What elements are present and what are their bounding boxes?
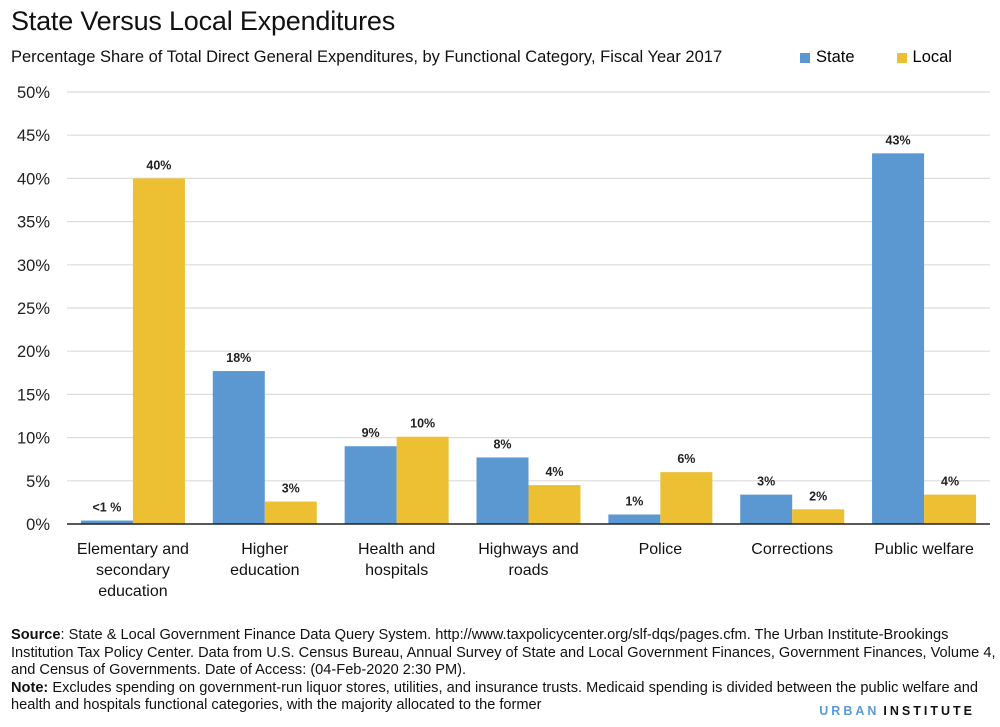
y-tick-label: 35%	[17, 214, 50, 232]
x-category-label: Health and	[358, 541, 435, 558]
bar-local	[660, 472, 713, 524]
data-label-state: 9%	[362, 426, 380, 440]
bar-local	[396, 436, 449, 524]
data-label-local: 40%	[146, 158, 171, 172]
note-label: Note:	[11, 679, 49, 696]
bar-chart: 0% 5% 10% 15% 20% 25% 30% 35% 40% 45% 50% <1 % 18% 9%…	[17, 84, 990, 600]
data-label-local: 6%	[677, 452, 695, 466]
x-category-label: education	[98, 583, 167, 600]
bar-local	[264, 501, 317, 524]
data-label-local: 10%	[410, 417, 435, 431]
bar-state	[344, 446, 397, 524]
legend-item-local: Local	[896, 48, 952, 67]
legend: State Local	[800, 48, 994, 67]
bar-state	[740, 494, 793, 524]
bar-state	[212, 371, 265, 524]
y-tick-label: 20%	[17, 343, 50, 361]
data-label-local: 2%	[809, 489, 827, 503]
notes: Source: State & Local Government Finance…	[11, 627, 996, 715]
data-label-state: 8%	[493, 437, 511, 451]
y-tick-label: 40%	[17, 170, 50, 188]
y-tick-label: 10%	[17, 430, 50, 448]
bar-local	[132, 178, 185, 524]
y-tick-label: 30%	[17, 257, 50, 275]
x-category-label: Highways and	[478, 541, 579, 558]
x-category-label: Elementary and	[77, 541, 189, 558]
legend-item-state: State	[800, 48, 855, 67]
bar-local	[528, 485, 581, 524]
y-tick-label: 5%	[26, 473, 50, 491]
bar-state	[608, 514, 661, 524]
source-label: Source	[11, 627, 61, 643]
x-category-label: Police	[639, 541, 683, 558]
data-label-local: 4%	[941, 475, 959, 489]
x-category-label: secondary	[96, 562, 170, 579]
legend-label-local: Local	[912, 48, 952, 66]
data-label-state: 43%	[886, 133, 911, 147]
chart-subtitle: Percentage Share of Total Direct General…	[11, 48, 723, 66]
bar-state	[872, 153, 925, 524]
x-category-label: Public welfare	[874, 541, 974, 558]
x-category-label: Higher	[241, 541, 289, 558]
y-tick-label: 15%	[17, 386, 50, 404]
x-category-label: Corrections	[751, 541, 833, 558]
x-category-label: hospitals	[365, 562, 428, 579]
legend-swatch-state	[800, 52, 810, 63]
note-text: Excludes spending on government-run liqu…	[11, 679, 978, 714]
source-note: Source: State & Local Government Finance…	[11, 627, 996, 680]
legend-swatch-local	[896, 52, 907, 63]
logo-urban: URBAN	[819, 704, 880, 718]
x-category-label: education	[230, 562, 299, 579]
source-text: : State & Local Government Finance Data …	[11, 627, 996, 678]
legend-label-state: State	[816, 48, 855, 66]
data-label-local: 3%	[282, 482, 300, 496]
bar-local	[924, 494, 977, 524]
y-tick-label: 0%	[26, 516, 50, 534]
bar-local	[792, 509, 845, 524]
bar-state	[476, 457, 529, 524]
data-label-state: <1 %	[93, 501, 122, 515]
y-tick-label: 45%	[17, 127, 50, 145]
chart-title: State Versus Local Expenditures	[11, 6, 396, 36]
y-tick-label: 25%	[17, 300, 50, 318]
urban-institute-logo: URBAN INSTITUTE	[819, 704, 975, 718]
data-label-state: 18%	[226, 351, 251, 365]
data-label-state: 1%	[625, 494, 643, 508]
bar-state	[80, 520, 133, 524]
y-tick-label: 50%	[17, 84, 50, 102]
data-label-local: 4%	[545, 465, 563, 479]
x-category-label: roads	[508, 562, 548, 579]
logo-institute: INSTITUTE	[883, 704, 975, 718]
data-label-state: 3%	[757, 475, 775, 489]
general-note: Note: Excludes spending on government-ru…	[11, 680, 996, 715]
